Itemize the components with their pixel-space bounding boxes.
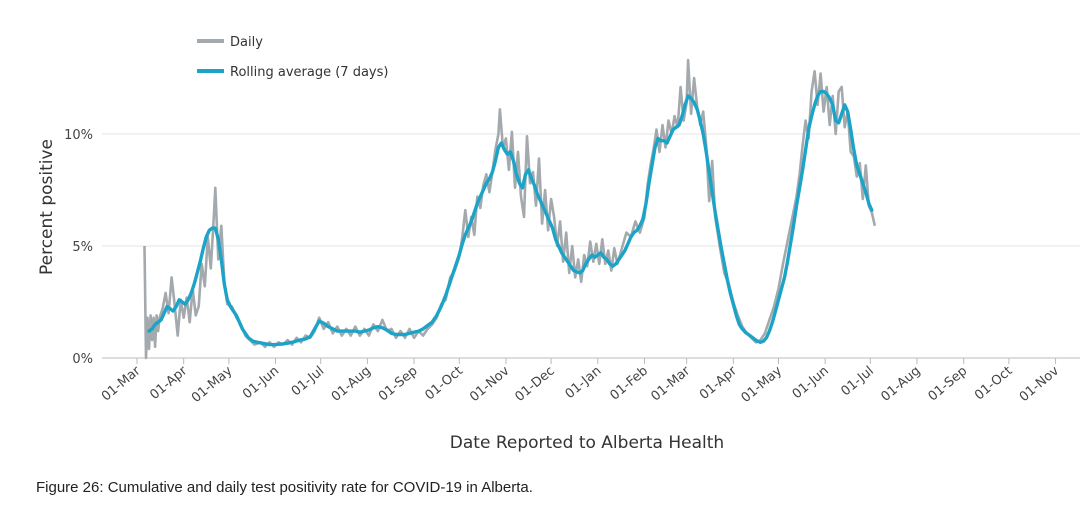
x-tick-label: 01-Apr xyxy=(147,363,190,403)
legend-rolling-label: Rolling average (7 days) xyxy=(230,65,388,80)
x-tick-label: 01-Dec xyxy=(512,364,557,405)
x-tick-label: 01-Mar xyxy=(648,363,693,404)
x-tick-label: 01-Nov xyxy=(1017,363,1063,405)
x-tick-label: 01-Aug xyxy=(329,364,374,405)
x-tick-label: 01-Jun xyxy=(240,364,282,403)
x-axis-title: Date Reported to Alberta Health xyxy=(450,433,724,453)
figure-caption: Figure 26: Cumulative and daily test pos… xyxy=(36,479,533,496)
y-tick-label: 0% xyxy=(72,352,93,367)
y-tick-label: 5% xyxy=(72,240,93,255)
x-tick-label: 01-Nov xyxy=(467,363,513,405)
x-tick-label: 01-Sep xyxy=(926,364,971,405)
x-tick-label: 01-Sep xyxy=(376,364,421,405)
x-tick-label: 01-Oct xyxy=(972,364,1015,404)
x-tick-label: 01-Apr xyxy=(697,363,740,403)
x-tick-label: 01-Oct xyxy=(422,364,465,404)
daily-series-line xyxy=(143,58,877,360)
legend-daily-label: Daily xyxy=(230,35,263,50)
gridlines xyxy=(102,133,1080,247)
x-tick-label: 01-May xyxy=(739,363,786,406)
x-tick-label: 01-Jul xyxy=(838,364,876,400)
x-tick-label: 01-Jan xyxy=(563,364,605,402)
x-tick-label: 01-Jul xyxy=(289,364,327,400)
legend[interactable]: Daily Rolling average (7 days) xyxy=(197,35,388,80)
x-tick-label: 01-Mar xyxy=(99,363,144,404)
y-tick-label: 10% xyxy=(64,128,93,143)
y-axis-title: Percent positive xyxy=(37,139,57,275)
rolling-average-series-line xyxy=(147,89,874,347)
y-tick-labels: 0% 5% 10% xyxy=(64,128,93,367)
x-tick-label: 01-Jun xyxy=(790,364,832,403)
x-tick-label: 01-Aug xyxy=(878,364,923,405)
x-tick-label: 01-Feb xyxy=(607,364,651,404)
x-tick-label: 01-May xyxy=(189,363,236,406)
